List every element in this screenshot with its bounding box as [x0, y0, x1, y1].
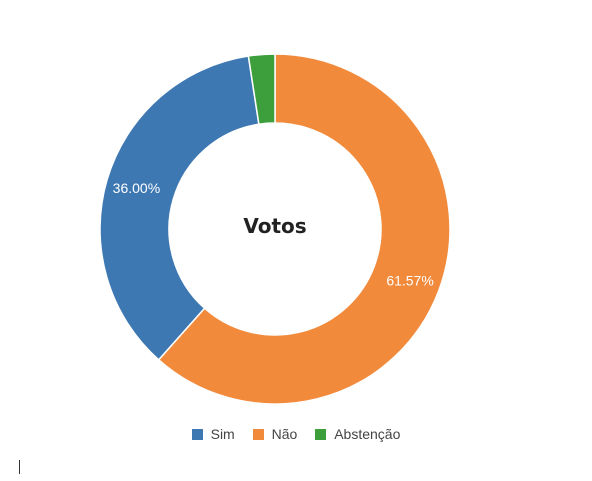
- donut-slices: [99, 53, 451, 405]
- donut-slice-n-o[interactable]: [157, 53, 451, 405]
- legend-swatch-nao: [252, 429, 264, 441]
- legend-label-sim: Sim: [210, 426, 235, 443]
- legend-swatch-sim: [191, 429, 203, 441]
- donut-slice-sim[interactable]: [99, 55, 260, 361]
- legend-item-sim[interactable]: Sim: [191, 426, 235, 443]
- chart-legend: Sim Não Abstenção: [0, 425, 592, 442]
- legend-item-abstencao[interactable]: Abstenção: [315, 426, 400, 442]
- text-cursor: [19, 460, 20, 474]
- legend-label-abstencao: Abstenção: [334, 426, 401, 443]
- slice-label-n-o: 61.57%: [386, 272, 433, 288]
- slice-label-sim: 36.00%: [113, 180, 160, 196]
- legend-swatch-abstencao: [315, 429, 327, 441]
- donut-slice-labels: 61.57% 36.00%: [113, 180, 434, 288]
- legend-label-nao: Não: [271, 426, 298, 443]
- donut-slice-absten-o[interactable]: [247, 53, 276, 126]
- chart-title: Votos: [243, 214, 306, 238]
- legend-item-nao[interactable]: Não: [252, 426, 298, 443]
